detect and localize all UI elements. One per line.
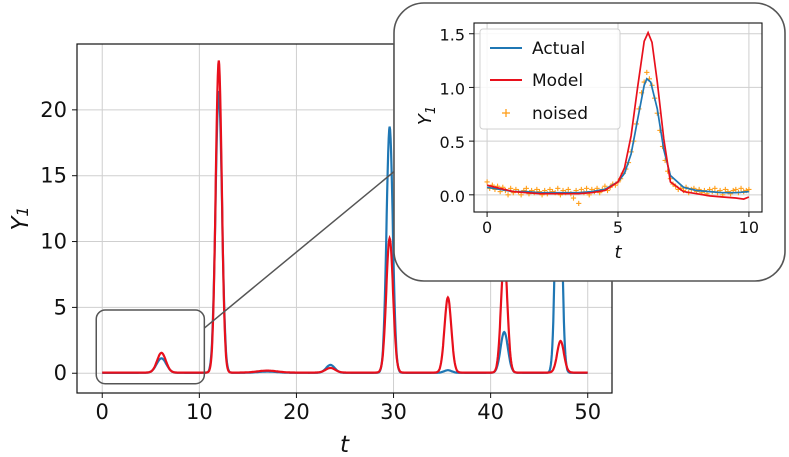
main-x-tick-label: 50 — [574, 400, 601, 424]
noised-point — [484, 179, 490, 185]
noised-point — [738, 185, 744, 191]
main-y-tick-label: 15 — [40, 164, 67, 188]
legend-noised-marker — [502, 109, 510, 117]
legend-actual-label: Actual — [532, 39, 585, 59]
noised-point — [523, 185, 529, 191]
noised-point — [534, 186, 540, 193]
main-y-axis-label: Y1 — [8, 206, 34, 230]
legend-box — [479, 28, 621, 130]
noised-point — [547, 186, 553, 193]
noised-point — [602, 183, 608, 189]
main-x-tick-label: 30 — [380, 400, 407, 424]
inset-y-ticks: 0.0 0.5 1.0 1.5 — [440, 26, 474, 206]
inset-x-ticks: 0 5 10 — [482, 212, 759, 237]
main-y-tick-label: 0 — [54, 361, 67, 385]
inset-x-tick-label: 10 — [739, 218, 759, 237]
inset-legend: Actual Model noised — [479, 28, 621, 130]
noised-point — [746, 186, 752, 193]
inset-y-tick-label: 0.5 — [440, 133, 465, 152]
main-y-ticks: 0 5 10 15 20 — [40, 98, 77, 385]
main-x-tick-label: 40 — [477, 400, 504, 424]
main-x-ticks: 0 10 20 30 40 50 — [96, 393, 601, 424]
noised-point — [505, 192, 511, 198]
noised-point — [565, 186, 571, 193]
zoom-region-box — [95, 309, 206, 385]
noised-point — [583, 185, 590, 191]
noised-point — [712, 185, 718, 191]
inset-model-line — [486, 30, 750, 200]
noised-point — [644, 69, 650, 75]
main-model-line — [102, 60, 588, 374]
inset-x-axis-label: t — [614, 242, 622, 263]
noised-point — [570, 195, 577, 201]
inset-y-tick-label: 0.0 — [440, 187, 465, 206]
legend-noised-label: noised — [532, 104, 588, 124]
main-y-tick-label: 20 — [40, 98, 67, 122]
noised-point — [733, 186, 739, 193]
noised-point — [722, 186, 728, 193]
inset-actual-line — [486, 77, 749, 194]
legend-model-label: Model — [532, 71, 583, 91]
inset-series-layer — [484, 30, 752, 207]
inset-x-tick-label: 0 — [482, 218, 492, 237]
noised-point — [578, 186, 584, 193]
noised-point — [555, 185, 561, 191]
main-series-layer — [102, 60, 588, 374]
inset-y-axis-label: Y1 — [415, 106, 439, 125]
inset-x-tick-label: 5 — [613, 218, 623, 237]
main-y-tick-label: 10 — [40, 230, 67, 254]
noised-point — [576, 200, 582, 207]
inset-y-tick-label: 1.5 — [440, 26, 465, 45]
main-x-tick-label: 20 — [283, 400, 310, 424]
main-x-tick-label: 0 — [96, 400, 109, 424]
inset-y-tick-label: 1.0 — [440, 79, 465, 98]
main-x-axis-label: t — [340, 432, 350, 457]
main-y-tick-label: 5 — [54, 295, 67, 319]
zoom-connector-line — [203, 169, 397, 329]
main-x-tick-label: 10 — [186, 400, 213, 424]
inset-panel: 0 5 10 0.0 0.5 1.0 1.5 t Y1 Actual Model nois… — [393, 2, 786, 282]
